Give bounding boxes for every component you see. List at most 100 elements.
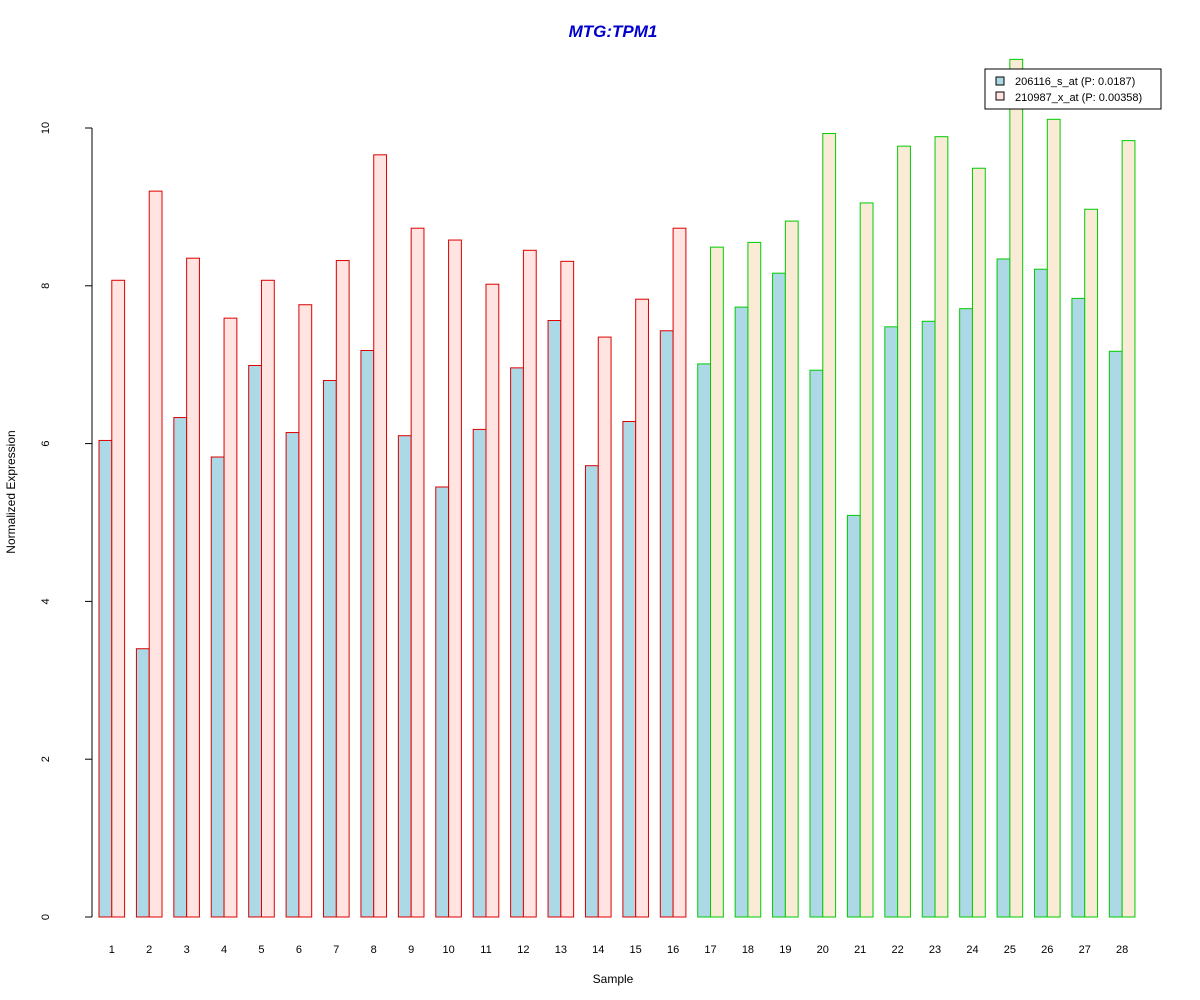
x-tick-labels: 1 2 3 4 5 6 7 8 9 10 11 12 13 14 15 16 17 18 19 20 21 22 23 24 2…	[109, 944, 1129, 956]
x-tick-label: 23	[929, 944, 941, 956]
x-tick-label: 1	[109, 944, 115, 956]
bar-sample-2-series-2	[148, 190, 163, 918]
x-tick-label: 10	[442, 944, 454, 956]
bar-sample-9-series-2	[410, 227, 425, 918]
bar-sample-11-series-1	[472, 428, 487, 918]
x-tick-label: 17	[704, 944, 716, 956]
bar-sample-27-series-1	[1071, 297, 1086, 918]
x-tick-label: 7	[333, 944, 339, 956]
bar-sample-10-series-2	[448, 239, 462, 918]
bar-sample-20-series-1	[809, 369, 824, 918]
bar-sample-23-series-1	[921, 320, 936, 918]
x-tick-label: 5	[258, 944, 264, 956]
x-tick-label: 28	[1116, 944, 1128, 956]
bar-sample-16-series-1	[659, 330, 674, 918]
bar-sample-21-series-1	[846, 514, 861, 918]
bar-sample-12-series-2	[522, 249, 537, 918]
x-tick-label: 12	[517, 944, 529, 956]
bar-sample-20-series-2	[822, 133, 837, 918]
bar-sample-11-series-2	[485, 283, 500, 918]
bar-sample-5-series-1	[248, 364, 262, 918]
legend: 206116_s_at (P: 0.0187) 210987_x_at (P: …	[984, 68, 1162, 110]
x-tick-label: 6	[296, 944, 302, 956]
x-tick-label: 13	[555, 944, 567, 956]
bar-sample-19-series-1	[772, 272, 786, 918]
x-tick-label: 27	[1079, 944, 1091, 956]
bar-sample-7-series-1	[323, 379, 337, 918]
y-tick-label: 10	[40, 122, 52, 134]
bar-sample-19-series-2	[784, 220, 799, 918]
legend-label-series-1: 206116_s_at (P: 0.0187)	[1015, 76, 1135, 88]
bar-sample-1-series-1	[98, 439, 113, 918]
bar-sample-25-series-1	[996, 258, 1011, 918]
legend-label-series-2: 210987_x_at (P: 0.00358)	[1015, 92, 1142, 104]
bar-sample-17-series-2	[710, 246, 724, 918]
bar-sample-22-series-1	[884, 326, 899, 918]
y-axis-label: Normalized Expression	[4, 430, 18, 553]
x-tick-label: 18	[742, 944, 754, 956]
x-tick-label: 9	[408, 944, 414, 956]
bar-sample-13-series-2	[560, 260, 575, 918]
x-tick-label: 24	[966, 944, 978, 956]
bar-sample-17-series-1	[697, 363, 712, 918]
bar-sample-14-series-2	[597, 336, 612, 918]
bar-sample-6-series-2	[298, 304, 313, 918]
bar-sample-1-series-2	[111, 279, 126, 918]
x-tick-label: 22	[891, 944, 903, 956]
bar-sample-2-series-1	[135, 648, 150, 918]
bar-sample-28-series-2	[1121, 140, 1136, 918]
bar-sample-12-series-1	[510, 367, 524, 918]
bar-sample-8-series-2	[373, 154, 388, 918]
bar-sample-18-series-2	[747, 241, 762, 918]
bar-sample-15-series-2	[635, 298, 649, 918]
bar-sample-13-series-1	[547, 320, 562, 918]
bar-sample-6-series-1	[285, 432, 300, 918]
bar-sample-4-series-1	[210, 456, 225, 918]
x-tick-label: 8	[371, 944, 377, 956]
bar-sample-16-series-2	[672, 227, 687, 918]
x-tick-label: 21	[854, 944, 866, 956]
x-axis-label: Sample	[593, 972, 634, 986]
bars-group	[98, 58, 1136, 918]
bar-sample-5-series-2	[260, 279, 275, 918]
bar-sample-9-series-1	[397, 435, 412, 918]
x-tick-label: 26	[1041, 944, 1053, 956]
x-tick-label: 16	[667, 944, 679, 956]
bar-sample-23-series-2	[934, 136, 949, 918]
x-tick-label: 25	[1004, 944, 1016, 956]
y-axis: 0 2 4 6 8 10	[40, 122, 93, 920]
bar-sample-26-series-2	[1046, 118, 1061, 918]
chart-title: MTG:TPM1	[569, 22, 658, 41]
y-tick-label: 8	[40, 283, 52, 289]
x-tick-label: 4	[221, 944, 227, 956]
bar-sample-25-series-2	[1009, 58, 1024, 918]
bar-sample-28-series-1	[1108, 350, 1123, 918]
x-tick-label: 19	[779, 944, 791, 956]
x-tick-label: 15	[630, 944, 642, 956]
bar-sample-8-series-1	[360, 350, 375, 918]
y-tick-label: 6	[40, 441, 52, 447]
bar-sample-21-series-2	[859, 202, 874, 918]
y-tick-label: 2	[40, 756, 52, 762]
bar-sample-4-series-2	[223, 317, 238, 918]
x-tick-label: 3	[184, 944, 190, 956]
bar-sample-3-series-2	[186, 257, 200, 918]
bar-sample-7-series-2	[335, 260, 350, 918]
y-tick-label: 0	[40, 914, 52, 920]
x-tick-label: 20	[817, 944, 829, 956]
x-tick-label: 11	[480, 944, 491, 956]
bar-sample-10-series-1	[435, 486, 450, 918]
bar-sample-18-series-1	[734, 306, 749, 918]
y-tick-label: 4	[40, 598, 52, 604]
legend-box	[984, 68, 1162, 110]
bar-sample-22-series-2	[897, 145, 911, 918]
bar-sample-27-series-2	[1084, 208, 1099, 918]
legend-swatch-series-1	[995, 76, 1005, 86]
bar-sample-24-series-1	[959, 308, 973, 918]
bar-sample-24-series-2	[971, 167, 986, 918]
bar-sample-15-series-1	[622, 421, 637, 918]
x-tick-label: 2	[146, 944, 152, 956]
bar-sample-14-series-1	[584, 465, 599, 918]
bar-sample-26-series-1	[1034, 268, 1048, 918]
